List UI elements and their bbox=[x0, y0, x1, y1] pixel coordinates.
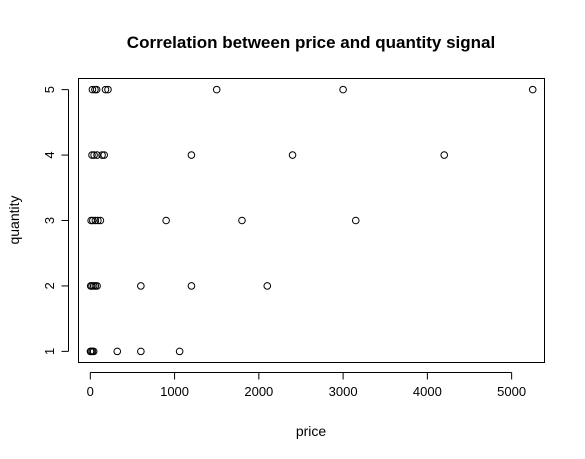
data-point bbox=[88, 85, 97, 94]
data-point bbox=[98, 151, 106, 159]
chart-title: Correlation between price and quantity s… bbox=[127, 33, 495, 52]
y-tick-label: 2 bbox=[42, 282, 57, 289]
y-axis: 1 2 3 4 5 bbox=[42, 86, 69, 355]
data-point bbox=[89, 347, 98, 356]
data-point bbox=[212, 85, 221, 94]
data-point bbox=[100, 151, 109, 159]
data-point bbox=[91, 216, 100, 225]
data-point bbox=[93, 282, 101, 290]
data-point bbox=[187, 151, 196, 159]
x-axis-label: price bbox=[296, 423, 327, 439]
data-point bbox=[263, 282, 272, 290]
plot-frame bbox=[78, 78, 545, 363]
data-point bbox=[175, 347, 184, 356]
y-tick-label: 4 bbox=[42, 151, 57, 158]
data-point bbox=[93, 151, 101, 159]
data-point bbox=[104, 85, 112, 94]
data-point bbox=[88, 151, 96, 159]
x-tick-label: 5000 bbox=[497, 384, 526, 399]
data-point bbox=[94, 216, 102, 225]
data-point bbox=[101, 85, 110, 94]
data-point bbox=[288, 151, 297, 159]
data-point bbox=[187, 282, 196, 290]
data-point bbox=[162, 216, 170, 225]
y-axis-label: quantity bbox=[6, 195, 22, 244]
x-tick-label: 3000 bbox=[329, 384, 358, 399]
data-point bbox=[528, 85, 537, 94]
data-point bbox=[113, 347, 122, 356]
x-tick-label: 4000 bbox=[413, 384, 442, 399]
x-tick-label: 2000 bbox=[244, 384, 273, 399]
data-point bbox=[137, 282, 145, 290]
y-tick-label: 5 bbox=[42, 86, 57, 93]
x-tick-label: 0 bbox=[87, 384, 94, 399]
data-points bbox=[86, 85, 537, 356]
y-tick-label: 3 bbox=[42, 217, 57, 224]
data-point bbox=[90, 151, 98, 159]
data-point bbox=[96, 216, 105, 225]
data-point bbox=[238, 216, 246, 225]
data-point bbox=[92, 85, 101, 94]
data-point bbox=[440, 151, 449, 159]
x-tick-label: 1000 bbox=[160, 384, 189, 399]
data-point bbox=[89, 216, 97, 225]
data-point bbox=[339, 85, 347, 94]
data-point bbox=[137, 347, 145, 356]
data-point bbox=[351, 216, 360, 225]
y-tick-label: 1 bbox=[42, 348, 57, 355]
x-axis: 0 1000 2000 3000 4000 5000 bbox=[87, 372, 526, 399]
